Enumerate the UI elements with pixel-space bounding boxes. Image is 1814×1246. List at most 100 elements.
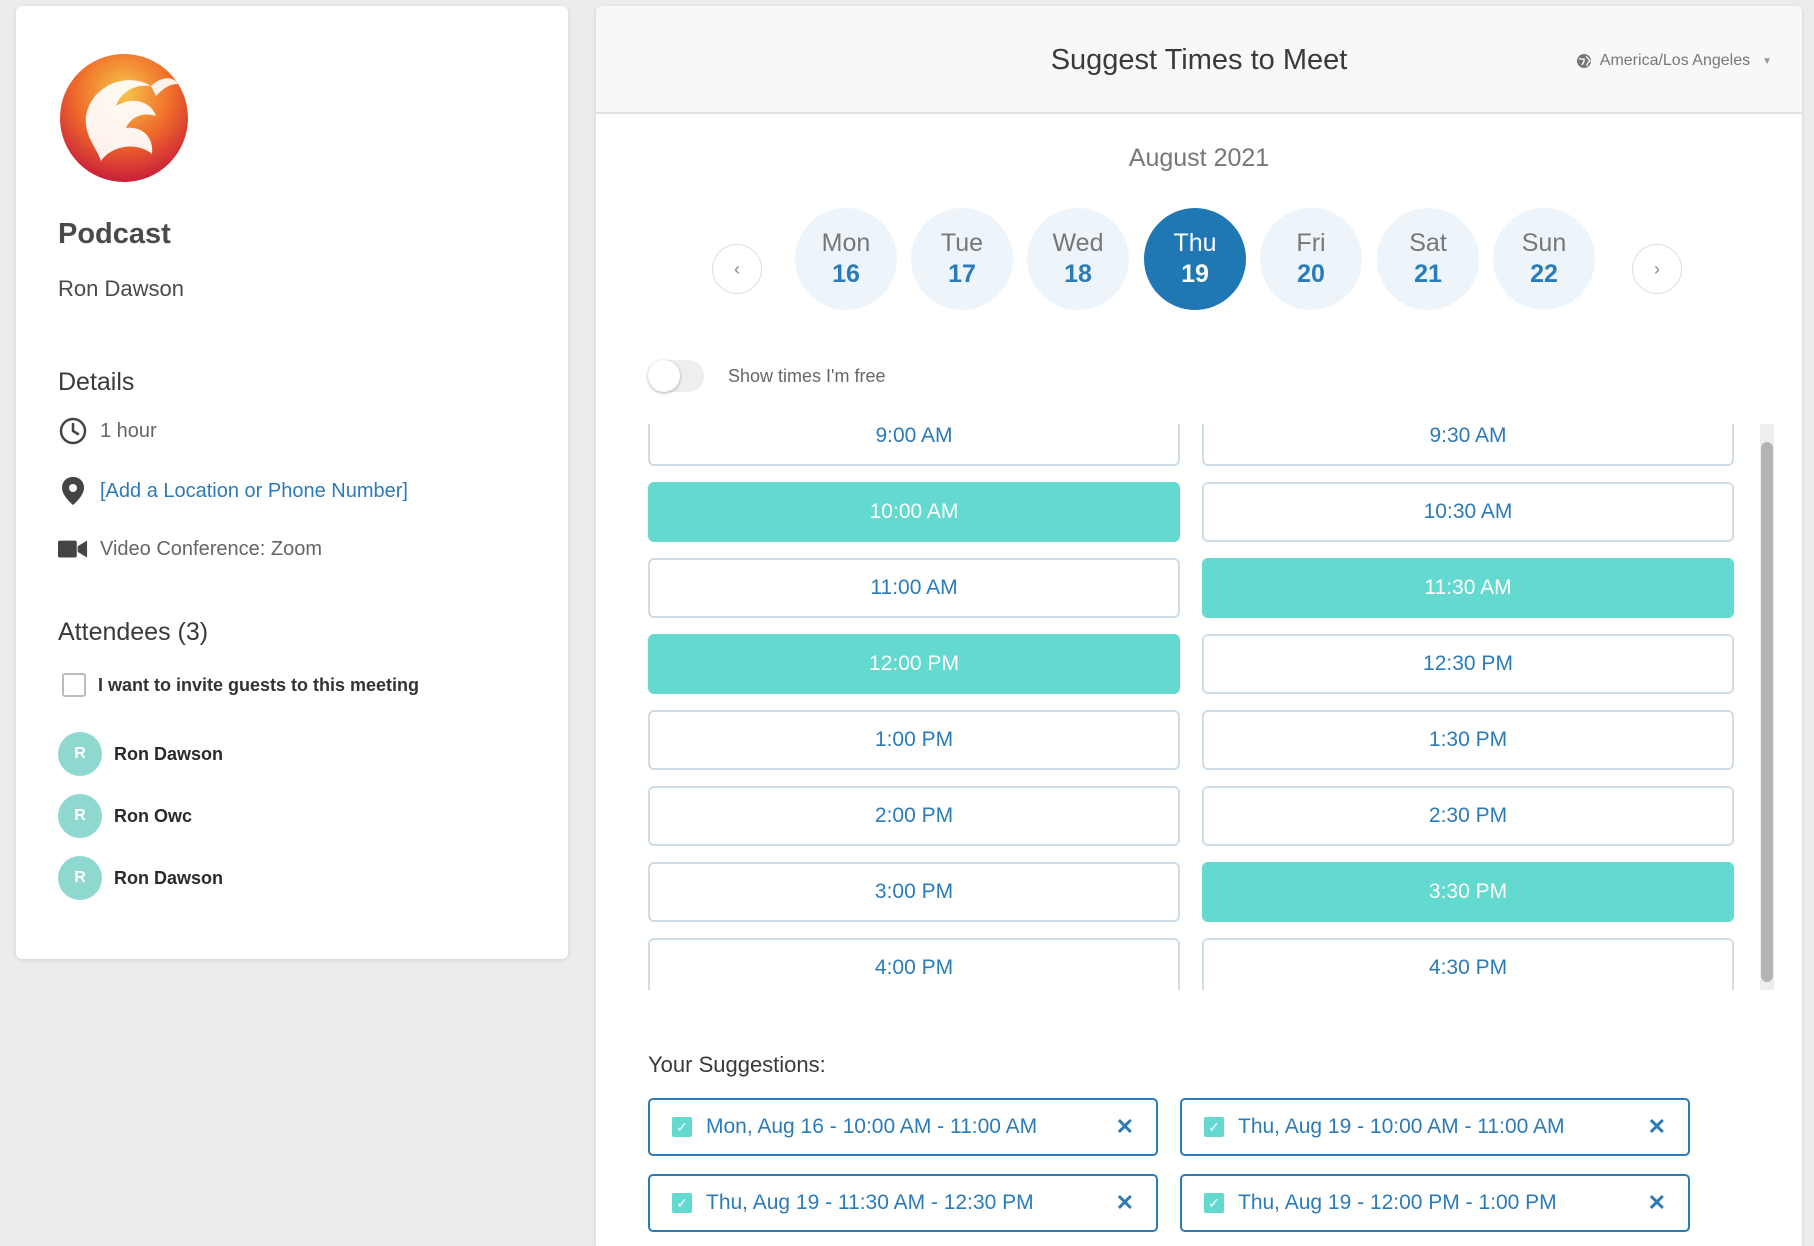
- conference-text: Video Conference: Zoom: [100, 537, 322, 560]
- time-slot[interactable]: 12:30 PM: [1202, 634, 1734, 694]
- suggest-times-card: Suggest Times to Meet America/Los Angele…: [596, 6, 1802, 1246]
- time-slot-selected[interactable]: 11:30 AM: [1202, 558, 1734, 618]
- prev-week-button[interactable]: ‹: [712, 244, 762, 294]
- suggestion-text: Thu, Aug 19 - 10:00 AM - 11:00 AM: [1238, 1115, 1565, 1138]
- day-mon[interactable]: Mon 16: [795, 208, 897, 310]
- next-week-button[interactable]: ›: [1632, 244, 1682, 294]
- day-sat[interactable]: Sat 21: [1377, 208, 1479, 310]
- day-number: 20: [1297, 260, 1325, 288]
- day-number: 16: [832, 260, 860, 288]
- day-number: 17: [948, 260, 976, 288]
- event-info-card: Podcast Ron Dawson Details 1 hour [Add a…: [16, 6, 568, 959]
- page-title: Suggest Times to Meet: [1050, 44, 1348, 76]
- day-name: Sat: [1409, 229, 1447, 257]
- show-free-times-toggle[interactable]: [648, 360, 704, 392]
- checkbox-checked-icon[interactable]: ✓: [672, 1117, 692, 1137]
- time-slot[interactable]: 10:30 AM: [1202, 482, 1734, 542]
- time-slot[interactable]: 2:00 PM: [648, 786, 1180, 846]
- time-slot[interactable]: 9:30 AM: [1202, 424, 1734, 466]
- day-name: Sun: [1521, 229, 1567, 257]
- phoenix-logo-icon: [60, 54, 188, 182]
- day-name: Wed: [1052, 229, 1104, 257]
- chevron-right-icon: ›: [1654, 258, 1660, 279]
- day-thu[interactable]: Thu 19: [1144, 208, 1246, 310]
- suggestions-heading: Your Suggestions:: [648, 1052, 826, 1077]
- show-free-times-label: Show times I'm free: [728, 365, 886, 386]
- add-location-link[interactable]: [Add a Location or Phone Number]: [100, 479, 408, 502]
- show-free-times-row: Show times I'm free: [648, 360, 885, 392]
- avatar: R: [58, 732, 102, 776]
- time-slot[interactable]: 9:00 AM: [648, 424, 1180, 466]
- month-label: August 2021: [1128, 144, 1270, 172]
- avatar: R: [58, 856, 102, 900]
- time-slot-selected[interactable]: 10:00 AM: [648, 482, 1180, 542]
- scrollbar-thumb[interactable]: [1761, 442, 1773, 982]
- time-slot[interactable]: 4:00 PM: [648, 938, 1180, 990]
- day-tue[interactable]: Tue 17: [911, 208, 1013, 310]
- suggestion-text: Thu, Aug 19 - 11:30 AM - 12:30 PM: [706, 1191, 1034, 1214]
- time-slot[interactable]: 1:30 PM: [1202, 710, 1734, 770]
- day-fri[interactable]: Fri 20: [1260, 208, 1362, 310]
- time-slot-selected[interactable]: 3:30 PM: [1202, 862, 1734, 922]
- time-slot[interactable]: 4:30 PM: [1202, 938, 1734, 990]
- suggestion-text: Thu, Aug 19 - 12:00 PM - 1:00 PM: [1238, 1191, 1557, 1214]
- duration-text: 1 hour: [100, 419, 157, 442]
- day-number: 21: [1414, 260, 1442, 288]
- day-name: Tue: [940, 229, 984, 257]
- day-number: 18: [1064, 260, 1092, 288]
- time-slot-selected[interactable]: 12:00 PM: [648, 634, 1180, 694]
- chevron-left-icon: ‹: [734, 258, 740, 279]
- day-name: Thu: [1173, 229, 1217, 257]
- suggestion-chip: ✓ Thu, Aug 19 - 11:30 AM - 12:30 PM ✕: [648, 1174, 1158, 1232]
- checkbox-checked-icon[interactable]: ✓: [672, 1193, 692, 1213]
- attendee-item: R Ron Owc: [58, 794, 192, 838]
- day-wed[interactable]: Wed 18: [1027, 208, 1129, 310]
- suggestion-chip: ✓ Mon, Aug 16 - 10:00 AM - 11:00 AM ✕: [648, 1098, 1158, 1156]
- attendees-heading: Attendees (3): [58, 618, 209, 646]
- close-icon[interactable]: ✕: [1115, 1190, 1134, 1215]
- details-heading: Details: [58, 368, 135, 396]
- checkbox-checked-icon[interactable]: ✓: [1204, 1117, 1224, 1137]
- toggle-knob: [648, 360, 680, 392]
- day-number: 19: [1181, 260, 1209, 288]
- day-sun[interactable]: Sun 22: [1493, 208, 1595, 310]
- clock-icon: [58, 416, 88, 446]
- attendee-item: R Ron Dawson: [58, 856, 223, 900]
- globe-icon: [1576, 53, 1592, 69]
- time-slot[interactable]: 2:30 PM: [1202, 786, 1734, 846]
- duration-row: 1 hour: [58, 416, 157, 446]
- attendee-item: R Ron Dawson: [58, 732, 223, 776]
- suggestion-chip: ✓ Thu, Aug 19 - 10:00 AM - 11:00 AM ✕: [1180, 1098, 1690, 1156]
- location-row: [Add a Location or Phone Number]: [58, 476, 408, 506]
- time-slot[interactable]: 1:00 PM: [648, 710, 1180, 770]
- invite-guests-row[interactable]: I want to invite guests to this meeting: [62, 673, 419, 697]
- attendee-name: Ron Dawson: [114, 867, 224, 888]
- invite-guests-label: I want to invite guests to this meeting: [98, 674, 420, 695]
- map-pin-icon: [58, 476, 88, 506]
- attendee-name: Ron Owc: [114, 805, 193, 826]
- conference-row: Video Conference: Zoom: [58, 534, 322, 564]
- attendee-name: Ron Dawson: [114, 743, 224, 764]
- checkbox-checked-icon[interactable]: ✓: [1204, 1193, 1224, 1213]
- time-slot-list: 9:00 AM 9:30 AM 10:00 AM 10:30 AM 11:00 …: [648, 424, 1752, 990]
- close-icon[interactable]: ✕: [1647, 1190, 1666, 1215]
- close-icon[interactable]: ✕: [1647, 1114, 1666, 1139]
- event-title: Podcast: [58, 218, 171, 250]
- video-camera-icon: [58, 534, 88, 564]
- avatar: R: [58, 794, 102, 838]
- host-name: Ron Dawson: [58, 276, 184, 301]
- suggestion-chip: ✓ Thu, Aug 19 - 12:00 PM - 1:00 PM ✕: [1180, 1174, 1690, 1232]
- chevron-down-icon: ▼: [1762, 55, 1772, 67]
- time-slot-scrollbar[interactable]: [1760, 424, 1774, 990]
- invite-guests-checkbox[interactable]: [62, 673, 86, 697]
- timezone-label: America/Los Angeles: [1599, 52, 1751, 69]
- suggestion-text: Mon, Aug 16 - 10:00 AM - 11:00 AM: [706, 1115, 1038, 1138]
- day-number: 22: [1530, 260, 1558, 288]
- close-icon[interactable]: ✕: [1115, 1114, 1134, 1139]
- header-bar: Suggest Times to Meet America/Los Angele…: [596, 6, 1802, 114]
- day-name: Fri: [1296, 229, 1326, 257]
- day-name: Mon: [821, 229, 871, 257]
- time-slot[interactable]: 11:00 AM: [648, 558, 1180, 618]
- time-slot[interactable]: 3:00 PM: [648, 862, 1180, 922]
- timezone-selector[interactable]: America/Los Angeles ▼: [1576, 52, 1772, 70]
